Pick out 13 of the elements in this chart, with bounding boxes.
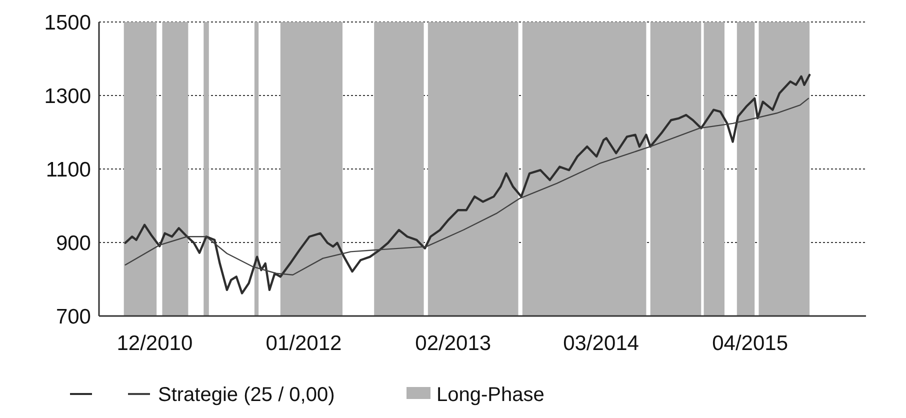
y-tick-label: 900 — [56, 232, 91, 255]
y-tick-label: 1500 — [44, 11, 91, 34]
y-tick-label: 700 — [56, 305, 91, 328]
legend-label: Strategie (25 / 0,00) — [158, 384, 335, 406]
x-tick-label: 12/2010 — [116, 332, 193, 355]
y-tick-label: 1300 — [44, 84, 91, 108]
x-tick-label: 04/2015 — [712, 332, 788, 355]
x-tick-label: 01/2012 — [266, 332, 342, 355]
legend-label: Long-Phase — [436, 384, 544, 406]
y-tick-label: 1100 — [46, 158, 91, 182]
x-tick-label: 02/2013 — [415, 332, 492, 355]
line-series — [124, 98, 810, 276]
x-tick-label: 03/2014 — [563, 332, 640, 355]
